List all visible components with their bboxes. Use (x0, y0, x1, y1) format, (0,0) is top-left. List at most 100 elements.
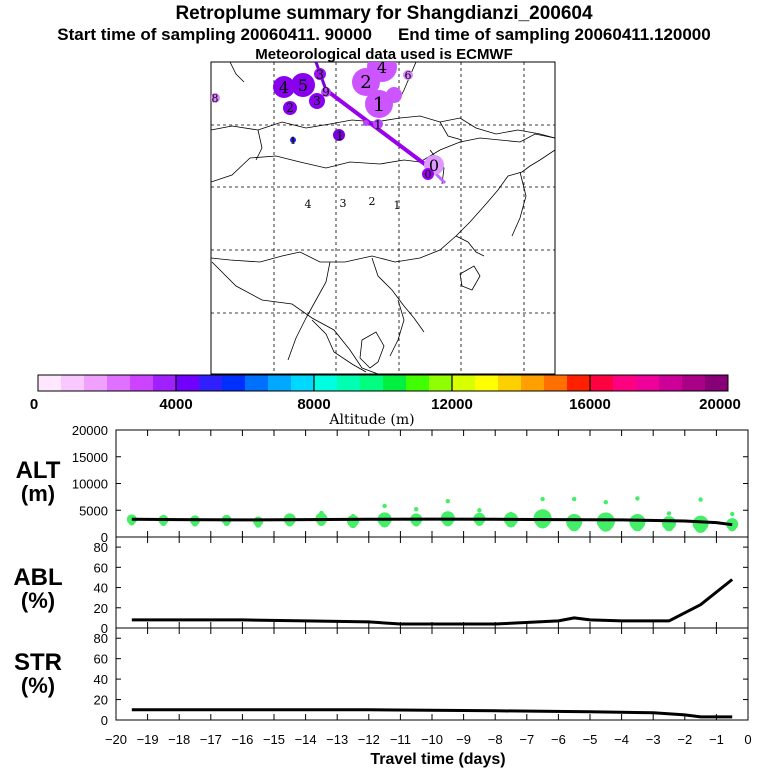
altitude-bubble (382, 503, 387, 509)
abl-panel: 80 60 40 20 0 (94, 536, 749, 636)
altitude-bubble (160, 520, 167, 527)
plume-cluster (273, 76, 295, 98)
x-tick-label: −13 (326, 732, 348, 747)
ground-label: 3 (340, 197, 347, 210)
altitude-bubble (445, 498, 450, 504)
colorbar-cell (383, 375, 407, 391)
ground-label: 4 (305, 198, 312, 211)
altitude-bubble (694, 520, 707, 533)
y-tick-label: 40 (94, 672, 108, 687)
x-tick-label: −9 (456, 732, 471, 747)
y-tick-label: 0 (101, 621, 108, 636)
colorbar-cell (590, 375, 614, 391)
colorbar-cell (245, 375, 269, 391)
y-tick-label: 0 (101, 713, 108, 728)
y-tick-label: 60 (94, 652, 108, 667)
colorbar-tick: 8000 (297, 396, 330, 413)
map-graticule (211, 62, 555, 374)
x-tick-label: 0 (744, 732, 751, 747)
y-tick-label: 20000 (72, 423, 108, 438)
abl-panel-frame (115, 536, 749, 629)
colorbar-cell (61, 375, 85, 391)
altitude-bubble (350, 513, 356, 519)
colorbar-cell (107, 375, 131, 391)
colorbar-cell (130, 375, 154, 391)
panel-labels: ALT (m) ABL (%) STR (%) (13, 457, 62, 698)
x-tick-label: −18 (168, 732, 190, 747)
plume-cluster (373, 119, 383, 129)
altitude-bubble (223, 520, 230, 527)
x-tick-label: −2 (677, 732, 692, 747)
x-tick-label: −17 (200, 732, 222, 747)
str-panel-label: STR (14, 649, 62, 676)
colorbar-cell (153, 375, 177, 391)
str-panel: 80 60 40 20 0 (94, 627, 749, 728)
altitude-bubble (664, 521, 674, 532)
colorbar-tick: 4000 (159, 396, 192, 413)
y-tick-label: 80 (94, 540, 108, 555)
plume-cluster (283, 101, 297, 115)
x-tick-label: −4 (614, 732, 629, 747)
altitude-bubble (603, 500, 608, 505)
time-series-panels: 20000150001000050000806040200806040200−2… (72, 423, 752, 747)
x-tick-label: −14 (295, 732, 317, 747)
colorbar-tick: 20000 (699, 396, 741, 413)
colorbar-cell (222, 375, 246, 391)
colorbar-cell (636, 375, 660, 391)
altitude-bubble (477, 508, 482, 513)
plume-cluster (386, 87, 402, 103)
plume-marker-labels: 4 4 5 3 3 2 2 1 1 1 0 0 6 8 1 9 (212, 58, 440, 181)
colorbar-cell (337, 375, 361, 391)
colorbar-cell (176, 375, 200, 391)
colorbar-cell (521, 375, 545, 391)
colorbar-cell (84, 375, 108, 391)
y-tick-label: 20 (94, 693, 108, 708)
x-tick-label: −1 (709, 732, 724, 747)
plume-cluster (290, 137, 296, 143)
y-tick-label: 0 (101, 530, 108, 545)
plume-clusters (211, 62, 444, 180)
colorbar-tick: 16000 (569, 396, 611, 413)
altitude-bubble (508, 511, 514, 517)
y-tick-label: 15000 (72, 450, 108, 465)
alt-panel-unit: (m) (21, 481, 55, 506)
plume-cluster (403, 70, 413, 80)
y-tick-label: 10000 (72, 477, 108, 492)
plume-marker: 2 (360, 72, 371, 93)
colorbar-cell (199, 375, 223, 391)
plume-cluster (363, 120, 369, 126)
colorbar-cell (705, 375, 729, 391)
str-panel-unit: (%) (21, 673, 55, 698)
y-tick-label: 20 (94, 601, 108, 616)
x-tick-label: −19 (137, 732, 159, 747)
x-tick-label: −16 (231, 732, 253, 747)
plume-cluster (291, 73, 315, 97)
plume-cluster (321, 87, 331, 97)
plume-cluster (309, 93, 325, 109)
altitude-bubbles (126, 496, 739, 533)
x-tick-label: −15 (263, 732, 285, 747)
plume-cluster (333, 129, 345, 141)
plume-marker: 1 (336, 129, 344, 143)
colorbar-cell (38, 375, 62, 391)
x-tick-label: −6 (551, 732, 566, 747)
colorbar-frame (37, 374, 729, 392)
colorbar-cell (567, 375, 591, 391)
colorbar-cell (682, 375, 706, 391)
alt-panel-series-line (131, 517, 733, 527)
plume-marker: 4 (377, 58, 387, 77)
colorbar-cell (452, 375, 476, 391)
met-data-label: Meteorological data used is ECMWF (255, 46, 513, 63)
plume-cluster (211, 93, 220, 103)
colorbar-cell (429, 375, 453, 391)
altitude-bubble (698, 497, 703, 502)
plume-marker: 1 (290, 136, 296, 147)
altitude-bubble (319, 510, 324, 516)
plume-cluster (314, 68, 326, 80)
altitude-bubble (631, 519, 644, 532)
plume-marker: 3 (313, 94, 321, 108)
colorbar-cell (613, 375, 637, 391)
altitude-bubble (287, 513, 292, 518)
plume-marker: 6 (405, 69, 412, 82)
